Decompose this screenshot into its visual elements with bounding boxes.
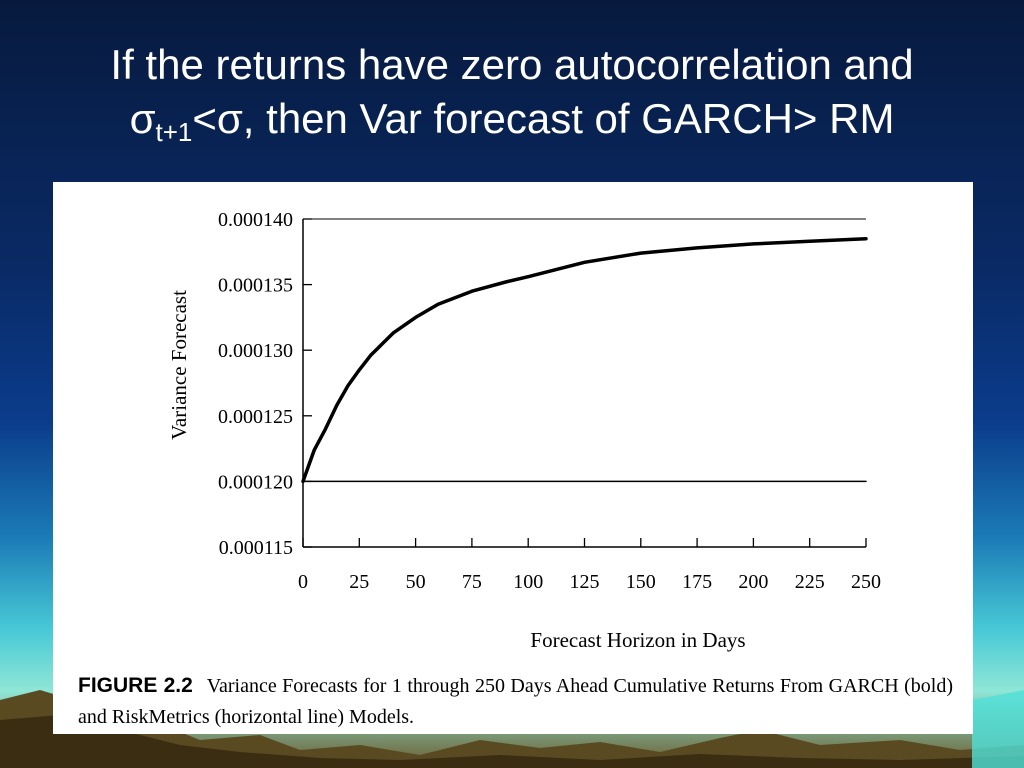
figure-panel: 0.000115 0.000120 0.000125 0.000130 0.000135… (53, 182, 973, 734)
figure-caption-text: Variance Forecasts for 1 through 250 Day… (78, 675, 953, 728)
title-line-2: σt+1<σ, then Var forecast of GARCH> RM (0, 92, 1024, 159)
title-sigma: σ (129, 95, 156, 142)
x-tick-label: 150 (626, 571, 656, 593)
y-tick-label: 0.000140 (218, 209, 293, 231)
slide-title: If the returns have zero autocorrelation… (0, 38, 1024, 159)
y-axis-label: Variance Forecast (167, 290, 191, 440)
figure-label: FIGURE 2.2 (78, 674, 193, 697)
y-tick-label: 0.000135 (218, 275, 293, 297)
x-axis-label: Forecast Horizon in Days (530, 628, 745, 652)
y-tick-label: 0.000130 (218, 340, 293, 362)
x-tick-label: 100 (513, 571, 543, 593)
chart-axes: 0.000115 0.000120 0.000125 0.000130 0.000135… (218, 209, 881, 593)
x-tick-label: 0 (298, 571, 308, 593)
title-rest: <σ, then Var forecast of GARCH> RM (192, 95, 895, 142)
figure-caption: FIGURE 2.2 Variance Forecasts for 1 throu… (78, 670, 953, 733)
x-tick-label: 225 (795, 571, 825, 593)
chart-series (301, 236, 868, 484)
variance-forecast-chart: 0.000115 0.000120 0.000125 0.000130 0.000135… (167, 209, 881, 652)
x-tick-label: 50 (406, 571, 426, 593)
x-tick-label: 250 (851, 571, 881, 593)
title-subscript: t+1 (155, 117, 193, 147)
x-tick-label: 25 (349, 571, 369, 593)
x-tick-label: 125 (570, 571, 600, 593)
garch-series-line (301, 236, 868, 484)
y-tick-label: 0.000120 (218, 471, 293, 493)
y-tick-label: 0.000125 (218, 406, 293, 428)
title-line-1: If the returns have zero autocorrelation… (110, 41, 914, 88)
x-tick-label: 75 (462, 571, 482, 593)
x-tick-label: 175 (682, 571, 712, 593)
y-tick-label: 0.000115 (219, 537, 293, 559)
x-tick-label: 200 (738, 571, 768, 593)
